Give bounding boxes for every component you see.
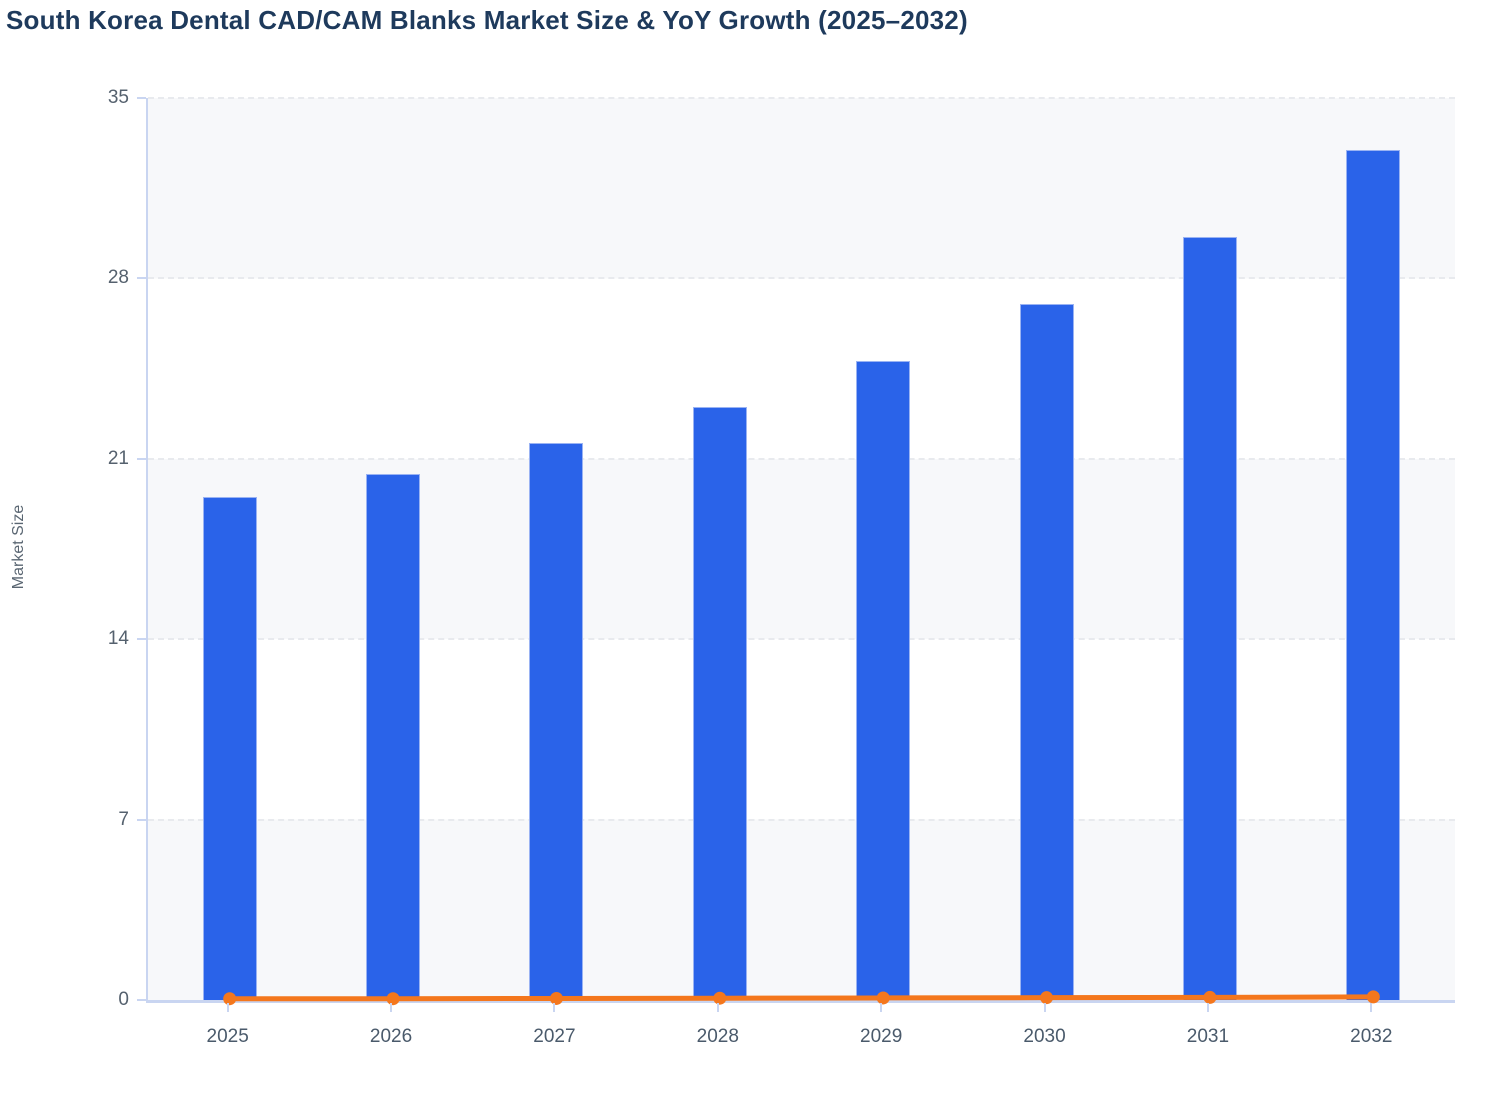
bar-2025[interactable]	[202, 497, 257, 1000]
y-tick-mark	[137, 97, 146, 99]
yoy-marker-2028[interactable]	[713, 991, 727, 1005]
yoy-marker-2030[interactable]	[1040, 991, 1054, 1005]
x-tick-label: 2030	[1023, 1026, 1066, 1047]
yoy-marker-2032[interactable]	[1366, 990, 1380, 1004]
y-tick-mark	[137, 638, 146, 641]
x-tick-mark	[880, 1003, 883, 1012]
y-tick-mark	[137, 277, 146, 280]
x-tick-label: 2031	[1186, 1026, 1230, 1047]
x-tick-label: 2026	[369, 1026, 413, 1047]
yoy-marker-2026[interactable]	[386, 992, 400, 1006]
y-tick-label: 21	[107, 447, 129, 469]
x-tick-label: 2028	[696, 1026, 739, 1047]
yoy-growth-line	[227, 994, 1376, 1002]
y-tick-label: 0	[118, 989, 129, 1010]
y-tick-label: 7	[118, 808, 129, 830]
x-tick-label: 2027	[533, 1026, 576, 1047]
y-tick-mark	[137, 999, 146, 1001]
y-tick-mark	[137, 818, 146, 821]
x-tick-label: 2025	[206, 1026, 249, 1047]
bar-2026[interactable]	[366, 474, 421, 1000]
y-gridline	[148, 97, 1455, 99]
bar-2030[interactable]	[1019, 304, 1074, 1000]
x-tick-mark	[390, 1003, 393, 1012]
y-tick-label: 28	[107, 267, 129, 289]
yoy-marker-2029[interactable]	[876, 991, 890, 1005]
x-tick-mark	[716, 1003, 719, 1012]
x-tick-label: 2029	[860, 1026, 903, 1047]
x-tick-mark	[226, 1003, 229, 1012]
y-gridline	[148, 277, 1455, 280]
bar-2031[interactable]	[1182, 237, 1237, 1000]
bar-2028[interactable]	[692, 407, 747, 1000]
y-gridline	[148, 818, 1455, 821]
yoy-marker-2027[interactable]	[549, 991, 563, 1005]
bar-2032[interactable]	[1346, 149, 1401, 1000]
x-tick-mark	[1370, 1003, 1373, 1012]
y-gridline	[148, 457, 1455, 460]
y-gridline	[148, 638, 1455, 641]
y-tick-label: 35	[107, 87, 129, 108]
yoy-marker-2031[interactable]	[1203, 990, 1217, 1004]
yoy-growth-line-layer	[223, 990, 1380, 1006]
plot-area	[146, 97, 1455, 1006]
bar-2029[interactable]	[856, 360, 911, 1000]
x-tick-mark	[553, 1003, 556, 1012]
bar-2027[interactable]	[529, 443, 584, 1000]
y-tick-label: 14	[107, 628, 129, 650]
x-tick-mark	[1043, 1003, 1046, 1012]
x-tick-mark	[1206, 1003, 1209, 1012]
yoy-marker-2025[interactable]	[223, 992, 237, 1006]
x-tick-label: 2032	[1350, 1026, 1393, 1047]
chart-title: South Korea Dental CAD/CAM Blanks Market…	[6, 5, 968, 35]
y-tick-mark	[137, 457, 146, 460]
y-axis-label: Market Size	[10, 504, 27, 590]
